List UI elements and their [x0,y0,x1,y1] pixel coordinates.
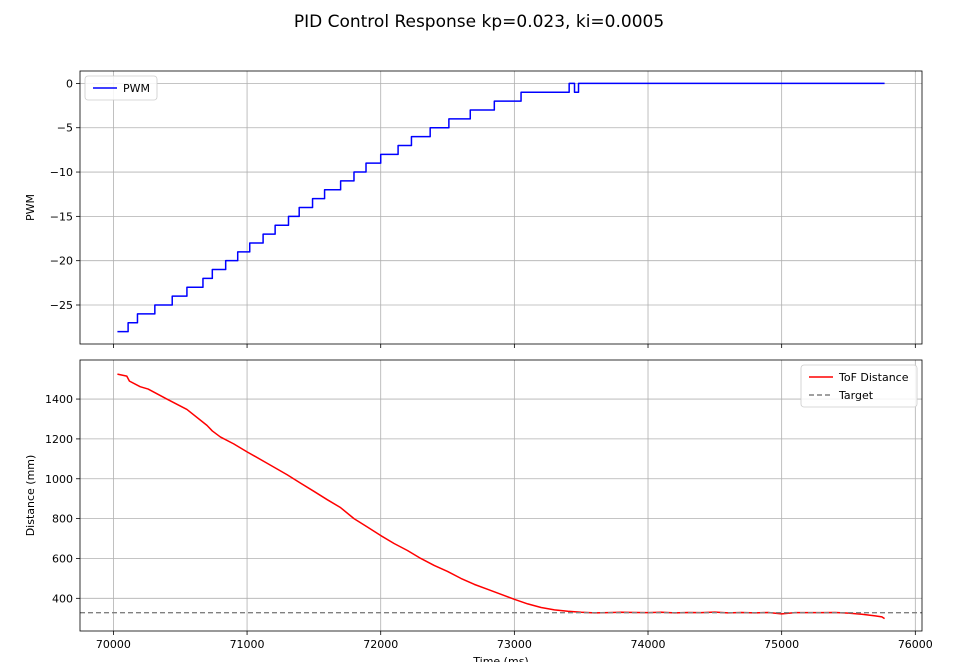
x-tick-label: 75000 [764,638,799,651]
figure-title: PID Control Response kp=0.023, ki=0.0005 [294,12,664,32]
pwm-subplot: 0 −5 −10 −15 −20 −25 PWM PWM [24,70,923,348]
x-tick-label: 76000 [898,638,933,651]
legend: ToF Distance Target [800,364,918,408]
y-tick-label: 0 [66,77,73,90]
legend-box [84,75,158,101]
y-axis-label: Distance (mm) [24,455,37,537]
x-tick-label: 72000 [363,638,398,651]
y-tick-label: 1400 [45,393,73,406]
legend-box [800,364,918,408]
y-tick-label: 400 [52,592,73,605]
axes-frame [79,70,923,345]
x-tick-label: 74000 [631,638,666,651]
distance-subplot: 70000 71000 72000 73000 74000 75000 76000 400 60… [24,359,933,662]
y-tick-label: 600 [52,552,73,565]
x-tick-label: 70000 [96,638,131,651]
axes-frame [79,359,923,632]
y-tick-label: −20 [50,255,73,268]
x-tick-label: 73000 [497,638,532,651]
y-tick-label: 1000 [45,473,73,486]
legend-label: PWM [123,82,150,95]
x-axis-label: Time (ms) [472,655,528,662]
y-tick-label: −10 [50,166,73,179]
legend: PWM [84,75,158,101]
y-tick-label: −25 [50,299,73,312]
y-tick-label: 800 [52,513,73,526]
y-tick-label: 1200 [45,433,73,446]
series-line-tof-distance [117,373,885,620]
y-axis-label: PWM [24,194,37,221]
x-tick-label: 71000 [230,638,265,651]
series-line-pwm [117,82,885,333]
legend-label: ToF Distance [838,371,909,384]
y-tick-label: −5 [57,122,73,135]
legend-label: Target [838,389,874,402]
y-tick-label: −15 [50,210,73,223]
